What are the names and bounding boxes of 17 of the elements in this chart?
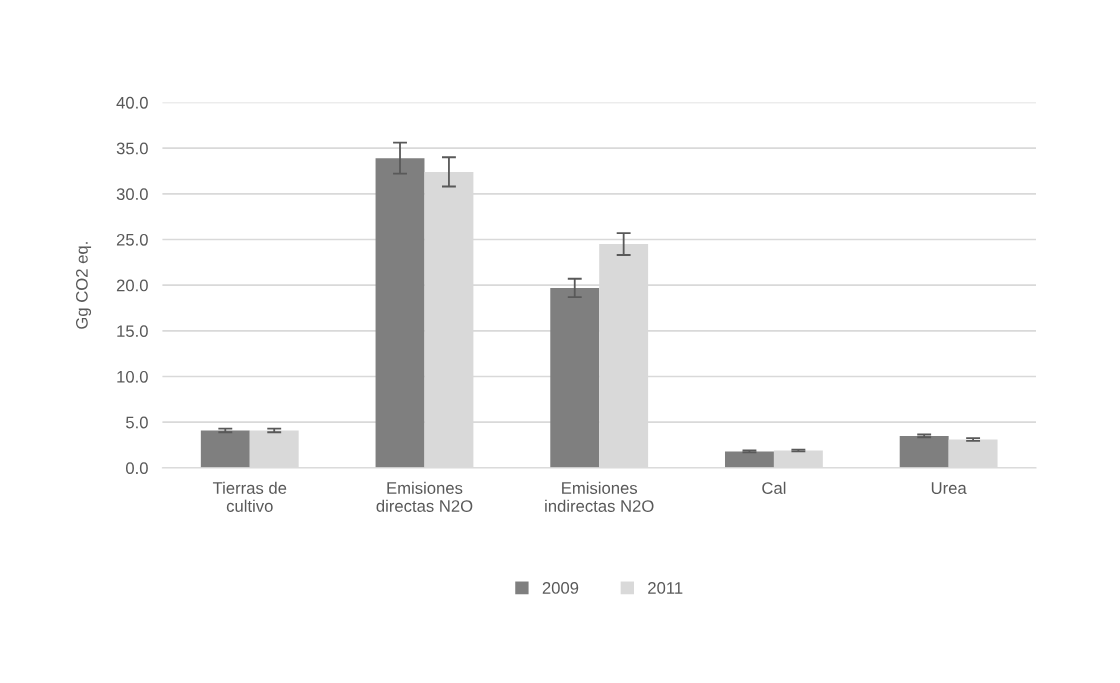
y-tick-label: 35.0 bbox=[116, 142, 148, 155]
y-tick-label: 15.0 bbox=[117, 325, 148, 338]
y-tick-label: 5.0 bbox=[126, 416, 148, 429]
y-tick-label: 40.0 bbox=[116, 96, 148, 109]
x-tick-label: Urea bbox=[931, 482, 967, 494]
y-tick-label: 0.0 bbox=[126, 462, 148, 475]
legend-label: 2011 bbox=[648, 582, 683, 594]
y-tick-label: 20.0 bbox=[116, 279, 148, 292]
y-axis-title: Gg CO2 eq. bbox=[75, 242, 92, 329]
x-tick-label: Tierras de cultivo bbox=[212, 481, 287, 512]
y-tick-label: 25.0 bbox=[116, 233, 148, 246]
x-tick-label: Cal bbox=[762, 481, 786, 494]
y-tick-label: 10.0 bbox=[117, 370, 148, 383]
x-tick-label: Emisiones directas N2O bbox=[376, 481, 473, 512]
y-tick-label: 30.0 bbox=[116, 188, 148, 200]
legend-label: 2009 bbox=[542, 582, 579, 594]
x-tick-label: Emisiones indirectas N2O bbox=[545, 481, 654, 512]
